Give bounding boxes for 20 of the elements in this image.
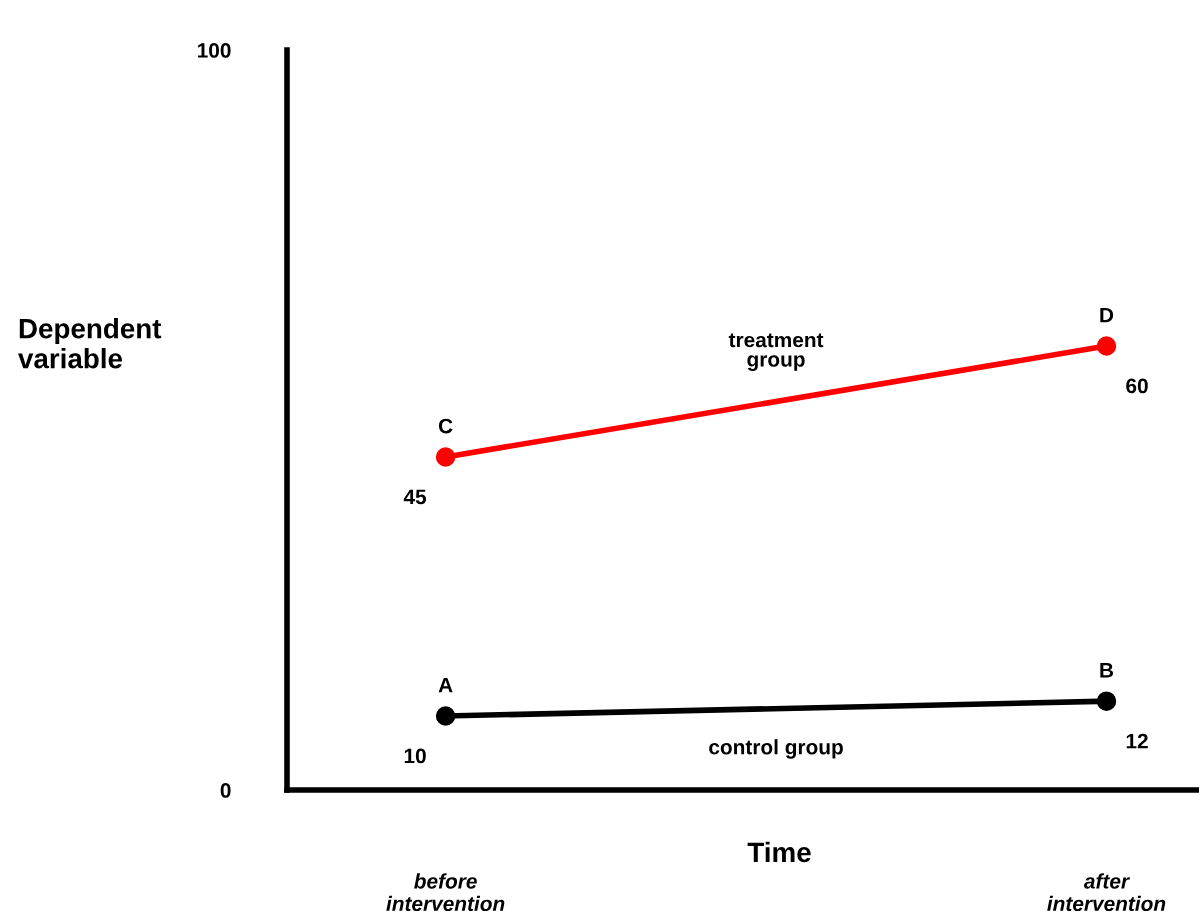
annotation: C: [438, 418, 453, 434]
point: [435, 706, 456, 726]
data-label: 10: [404, 748, 426, 764]
point: [1096, 336, 1117, 356]
annotation: D: [1100, 307, 1114, 323]
x-tick-label: after intervention: [1047, 873, 1166, 912]
series-label: control group: [709, 739, 843, 759]
x-axis-title: Time: [747, 841, 811, 863]
point: [435, 447, 456, 467]
point: [1096, 691, 1117, 711]
annotation: A: [438, 677, 453, 693]
y-tick-label: 0: [220, 783, 231, 798]
x-tick-label: before intervention: [386, 873, 505, 912]
data-label: 12: [1126, 733, 1148, 749]
y-tick-label: 100: [198, 43, 231, 58]
annotation: B: [1100, 663, 1114, 678]
series-label: treatment group: [728, 333, 824, 371]
data-label: 60: [1126, 378, 1148, 394]
data-label: 45: [403, 489, 427, 505]
y-axis-title: Dependent variable: [18, 318, 162, 369]
